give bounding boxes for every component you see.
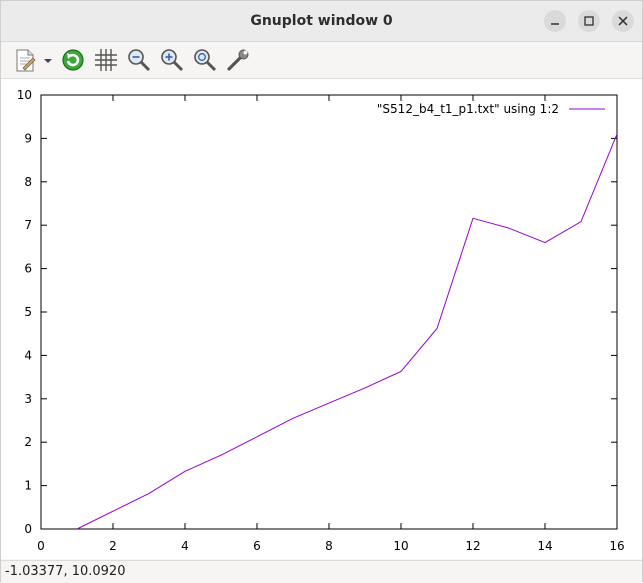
title-bar[interactable]: Gnuplot window 0: [1, 1, 642, 42]
x-tick-label: 14: [537, 539, 552, 553]
copy-to-clipboard-icon: [16, 49, 36, 72]
x-tick-label: 12: [465, 539, 480, 553]
x-tick-label: 6: [253, 539, 261, 553]
y-tick-label: 8: [24, 175, 32, 189]
zoom-reset-icon: [194, 49, 217, 72]
settings-button[interactable]: [224, 46, 252, 74]
zoom-out-icon: [128, 49, 151, 72]
window-title: Gnuplot window 0: [250, 13, 393, 29]
x-tick-label: 16: [609, 539, 624, 553]
close-icon: [618, 16, 628, 26]
close-button[interactable]: [612, 10, 634, 32]
zoom-out-button[interactable]: [125, 46, 153, 74]
cursor-coordinates: -1.03377, 10.0920: [5, 564, 126, 579]
y-tick-label: 9: [24, 131, 32, 145]
maximize-icon: [584, 16, 594, 26]
clipboard-dropdown-button[interactable]: [41, 46, 55, 74]
zoom-reset-button[interactable]: [191, 46, 219, 74]
minimize-button[interactable]: [544, 10, 566, 32]
line-chart[interactable]: 0 2 4 6 8 10 12 14 16012345678910"S512_b4_t1_p1.…: [1, 79, 642, 559]
x-tick-label: 4: [181, 539, 189, 553]
x-tick-label: 10: [393, 539, 408, 553]
y-tick-label: 5: [24, 305, 32, 319]
maximize-button[interactable]: [578, 10, 600, 32]
y-tick-label: 7: [24, 218, 32, 232]
status-bar: -1.03377, 10.0920: [1, 560, 642, 583]
y-tick-label: 2: [24, 435, 32, 449]
y-tick-label: 0: [24, 522, 32, 536]
series-line: [76, 133, 618, 530]
legend-label: "S512_b4_t1_p1.txt" using 1:2: [377, 102, 559, 116]
y-tick-label: 10: [17, 88, 32, 102]
copy-to-clipboard-button[interactable]: [11, 46, 39, 74]
x-tick-label: 8: [325, 539, 333, 553]
y-tick-label: 4: [24, 348, 32, 362]
replot-icon: [62, 49, 84, 71]
plot-area[interactable]: 0 2 4 6 8 10 12 14 16 0 1 2 3 4 5 6 7 8 9 10 "S512_b4_t1_p1.…: [1, 79, 642, 559]
zoom-in-icon: [161, 49, 184, 72]
minimize-icon: [551, 23, 559, 25]
y-tick-label: 6: [24, 262, 32, 276]
x-tick-label: 2: [109, 539, 117, 553]
plot-border: [40, 94, 618, 530]
y-tick-label: 3: [24, 392, 32, 406]
x-tick-label: 0: [37, 539, 45, 553]
y-tick-label: 1: [24, 479, 32, 493]
toolbar: [1, 42, 642, 79]
grid-icon: [95, 49, 117, 71]
replot-button[interactable]: [59, 46, 87, 74]
dropdown-arrow-icon: [44, 59, 52, 63]
zoom-in-button[interactable]: [158, 46, 186, 74]
settings-wrench-icon: [227, 49, 249, 71]
toggle-grid-button[interactable]: [92, 46, 120, 74]
